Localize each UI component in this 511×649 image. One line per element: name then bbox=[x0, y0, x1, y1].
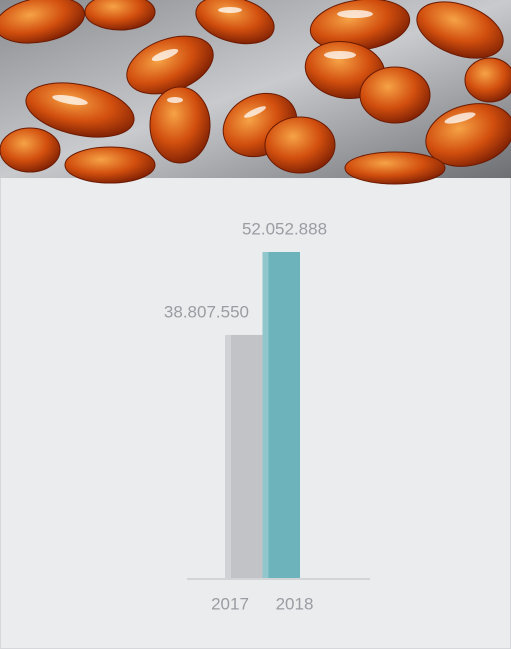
photo bbox=[0, 0, 511, 185]
bar bbox=[225, 334, 263, 578]
x-tick-label: 2018 bbox=[276, 594, 314, 613]
bar bbox=[262, 252, 300, 578]
bar-shade bbox=[262, 252, 269, 578]
value-label: 52.052.888 bbox=[242, 219, 327, 238]
bar-shade bbox=[225, 334, 231, 578]
value-label: 38.807.550 bbox=[164, 302, 249, 321]
x-tick-label: 2017 bbox=[211, 594, 249, 613]
